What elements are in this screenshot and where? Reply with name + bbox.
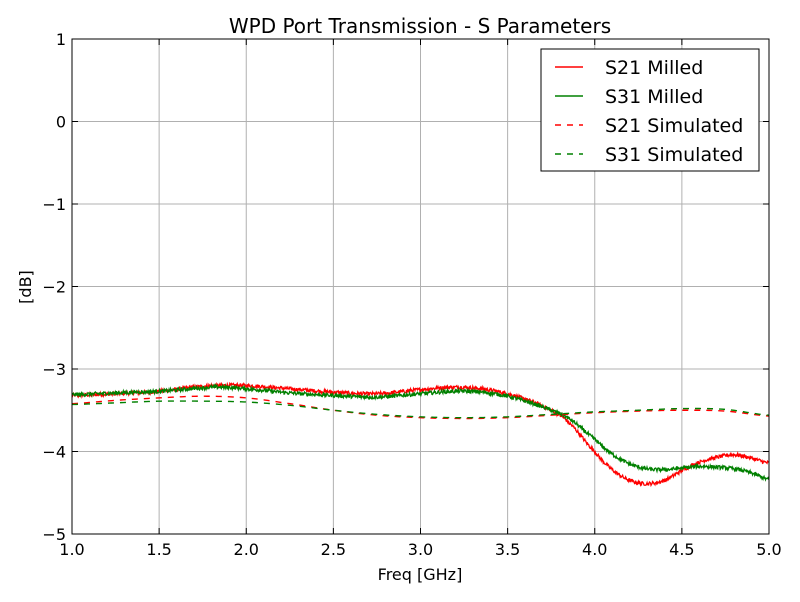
legend: S21 Milled S31 Milled S21 Simulated S31 Sim… [540, 48, 760, 172]
chart-title: WPD Port Transmission - S Parameters [229, 14, 611, 38]
x-tick-label: 4.5 [669, 540, 694, 559]
y-tick-label: 0 [56, 113, 66, 132]
y-tick-label: −4 [42, 443, 66, 462]
x-tick-label: 3.0 [408, 540, 433, 559]
x-axis-label: Freq [GHz] [378, 565, 463, 584]
legend-label: S31 Milled [605, 86, 703, 108]
legend-box [540, 48, 760, 172]
legend-label: S21 Simulated [605, 115, 743, 137]
series-s21-simulated [72, 395, 769, 420]
x-tick-label: 4.0 [582, 540, 607, 559]
grid-lines [72, 39, 769, 534]
y-tick-label: −5 [42, 525, 66, 544]
series-s21-milled [72, 381, 769, 488]
y-tick-label: −2 [42, 278, 66, 297]
y-tick-label: −3 [42, 360, 66, 379]
x-tick-label: 2.5 [321, 540, 346, 559]
x-tick-label: 3.5 [495, 540, 520, 559]
y-tick-label: −1 [42, 195, 66, 214]
series-layer [72, 381, 769, 488]
x-tick-label: 2.0 [234, 540, 259, 559]
legend-label: S21 Milled [605, 57, 703, 79]
x-tick-label: 1.0 [59, 540, 84, 559]
series-s31-simulated [72, 400, 769, 419]
x-tick-label: 5.0 [756, 540, 781, 559]
axis-ticks [71, 38, 770, 535]
series-s31-milled [72, 383, 769, 482]
x-tick-label: 1.5 [146, 540, 171, 559]
y-tick-label: 1 [56, 30, 66, 49]
y-tick-labels: 1 0 −1 −2 −3 −4 −5 [42, 30, 66, 544]
x-tick-labels: 1.0 1.5 2.0 2.5 3.0 3.5 4.0 4.5 5.0 [59, 540, 781, 559]
y-axis-label: [dB] [16, 270, 35, 304]
legend-label: S31 Simulated [605, 144, 743, 166]
